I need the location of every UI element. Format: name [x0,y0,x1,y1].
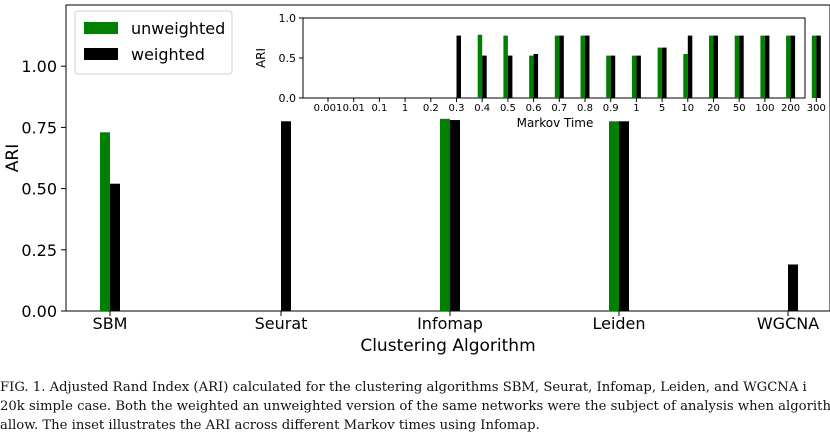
inset-x-tick-label: 0.01 [343,103,365,114]
inset-x-tick-label: 0.4 [474,103,490,114]
inset-bar-unweighted-14 [683,54,688,98]
main-bar-weighted-leiden [619,121,629,311]
inset-bar-weighted-4 [430,97,436,99]
inset-bar-unweighted-16 [734,35,740,98]
main-bars [100,118,798,311]
main-x-ticks: SBM Seurat Infomap Leiden WGCNA [93,311,819,333]
inset-x-tick-label: 5 [659,103,665,114]
main-x-tick-label-leiden: Leiden [592,314,645,333]
inset-bar-weighted-15 [713,35,718,98]
main-x-tick-label-seurat: Seurat [255,314,308,333]
inset-x-tick-label: 0.3 [449,103,465,114]
main-chart: 0.000.250.500.751.00 SBM Seurat Infomap Lei… [3,4,830,356]
inset-bar-weighted-11 [610,55,616,98]
inset-bar-weighted-19 [816,35,821,98]
inset-x-tick-label: 0.7 [551,103,567,114]
main-y-tick-label: 0.75 [21,118,57,137]
inset-bar-weighted-9 [559,35,564,98]
inset-bar-weighted-14 [687,35,693,98]
inset-bars [328,34,821,99]
main-bar-unweighted-leiden [609,121,619,311]
inset-bar-weighted-16 [739,35,744,98]
inset-bar-weighted-17 [764,35,770,98]
inset-bar-weighted-12 [636,55,641,98]
main-y-ticks: 0.00 0.25 0.50 0.75 1.00 [21,57,66,321]
main-y-tick-label: 0.50 [21,180,57,199]
inset-bar-unweighted-8 [529,55,534,98]
inset-bar-unweighted-19 [811,35,817,98]
inset-x-tick-label: 100 [755,103,774,114]
inset-bar-weighted-6 [482,55,487,98]
inset-bar-unweighted-11 [606,55,611,98]
inset-bar-unweighted-9 [554,35,560,98]
inset-bar-weighted-3 [405,97,410,99]
inset-bar-weighted-10 [585,35,590,98]
inset-x-tick-label: 0.9 [603,103,619,114]
legend-label-weighted: weighted [131,45,205,64]
figure-caption: FIG. 1. Adjusted Rand Index (ARI) calcul… [0,378,830,435]
inset-y-axis-label: ARI [254,48,268,68]
main-bar-weighted-sbm [110,183,120,311]
inset-x-tick-label: 300 [807,103,826,114]
main-bar-unweighted-sbm [100,132,110,311]
inset-x-tick-label: 50 [733,103,746,114]
inset-bar-unweighted-7 [503,35,508,98]
inset-x-tick-label: 0.001 [314,103,343,114]
inset-bar-unweighted-15 [709,35,714,98]
inset-bar-weighted-13 [662,47,667,98]
inset-bar-unweighted-18 [786,35,791,98]
inset-x-ticks: 0.001 0.01 0.1 1 0.2 0.3 0.4 0.5 0.6 0.7 0.8 0.9 1 5 1… [314,98,826,114]
inset-x-tick-label: 0.2 [423,103,439,114]
main-y-axis-label: ARI [3,144,23,172]
inset-bar-weighted-5 [456,35,461,98]
inset-bar-unweighted-12 [631,55,637,98]
inset-y-tick-label: 1.0 [279,12,297,25]
inset-bar-weighted-2 [379,97,384,99]
inset-x-tick-label: 0.8 [577,103,593,114]
inset-x-tick-label: 10 [681,103,694,114]
main-x-tick-label-sbm: SBM [93,314,128,333]
inset-plot-frame [302,17,806,99]
inset-y-ticks: 0.0 0.5 1.0 [279,12,303,105]
inset-bar-weighted-7 [507,55,513,98]
inset-y-tick-label: 0.5 [279,52,297,65]
inset-x-tick-label: 1 [633,103,639,114]
legend-swatch-weighted [84,48,118,60]
legend-label-unweighted: unweighted [131,19,225,38]
inset-bar-weighted-8 [533,54,539,98]
main-bar-unweighted-infomap [440,118,450,311]
main-y-tick-label: 1.00 [21,57,57,76]
inset-x-tick-label: 1 [402,103,408,114]
main-x-tick-label-wgcna: WGCNA [757,314,819,333]
inset-x-tick-label: 0.5 [500,103,516,114]
caption-line-2: 20k simple case. Both the weighted an un… [0,399,830,414]
inset-bar-unweighted-10 [580,35,585,98]
inset-bar-unweighted-13 [657,47,663,98]
inset-x-tick-label: 0.1 [371,103,387,114]
main-x-axis-label: Clustering Algorithm [360,336,535,356]
main-y-tick-label: 0.25 [21,241,57,260]
legend: unweighted weighted [74,10,233,75]
inset-bar-weighted-0 [328,97,333,99]
inset-bar-weighted-1 [353,97,359,99]
inset-bar-unweighted-6 [477,34,483,98]
inset-chart: 0.00.51.0 0.001 0.01 0.1 1 0.2 0.3 0.4 0.5 0.6 0.… [254,12,826,130]
inset-x-tick-label: 200 [781,103,800,114]
main-y-tick-label: 0.00 [21,302,57,321]
caption-line-1: FIG. 1. Adjusted Rand Index (ARI) calcul… [0,380,807,395]
main-bar-weighted-wgcna [788,264,798,311]
inset-x-tick-label: 20 [707,103,720,114]
inset-bar-unweighted-17 [760,35,765,98]
inset-x-axis-label: Markov Time [517,116,594,130]
main-bar-weighted-infomap [450,120,460,311]
inset-y-tick-label: 0.0 [279,92,297,105]
inset-x-tick-label: 0.6 [526,103,542,114]
caption-line-3: allow. The inset illustrates the ARI acr… [0,418,540,433]
main-x-tick-label-infomap: Infomap [417,314,483,333]
legend-swatch-unweighted [84,22,118,34]
main-bar-weighted-seurat [281,121,291,311]
inset-bar-weighted-18 [790,35,796,98]
